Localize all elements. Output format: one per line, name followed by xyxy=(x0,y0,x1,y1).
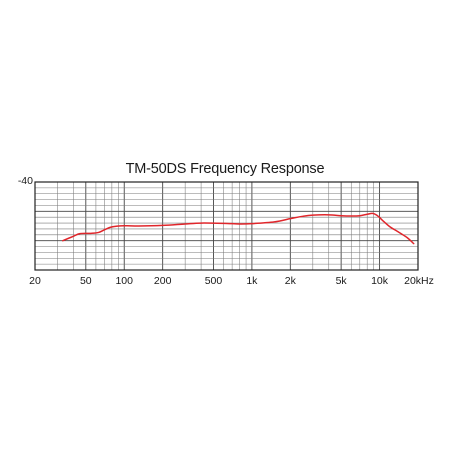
x-axis-ticks: 20 50 100 200 500 1k 2k 5k 10k 20kHz xyxy=(29,275,434,287)
x-tick-label: 20kHz xyxy=(404,275,434,287)
x-tick-label: 50 xyxy=(80,275,92,287)
plot-frame xyxy=(35,182,418,270)
x-tick-label: 20 xyxy=(29,275,41,287)
x-tick-label: 100 xyxy=(115,275,133,287)
x-tick-label: 500 xyxy=(205,275,223,287)
grid-lines xyxy=(35,182,418,270)
x-tick-label: 200 xyxy=(154,275,172,287)
series-line-0 xyxy=(63,213,414,243)
x-tick-label: 5k xyxy=(336,275,348,287)
x-tick-label: 10k xyxy=(371,275,389,287)
x-tick-label: 1k xyxy=(246,275,258,287)
chart-title: TM-50DS Frequency Response xyxy=(0,161,450,177)
x-tick-label: 2k xyxy=(285,275,297,287)
series-layer xyxy=(63,213,414,243)
